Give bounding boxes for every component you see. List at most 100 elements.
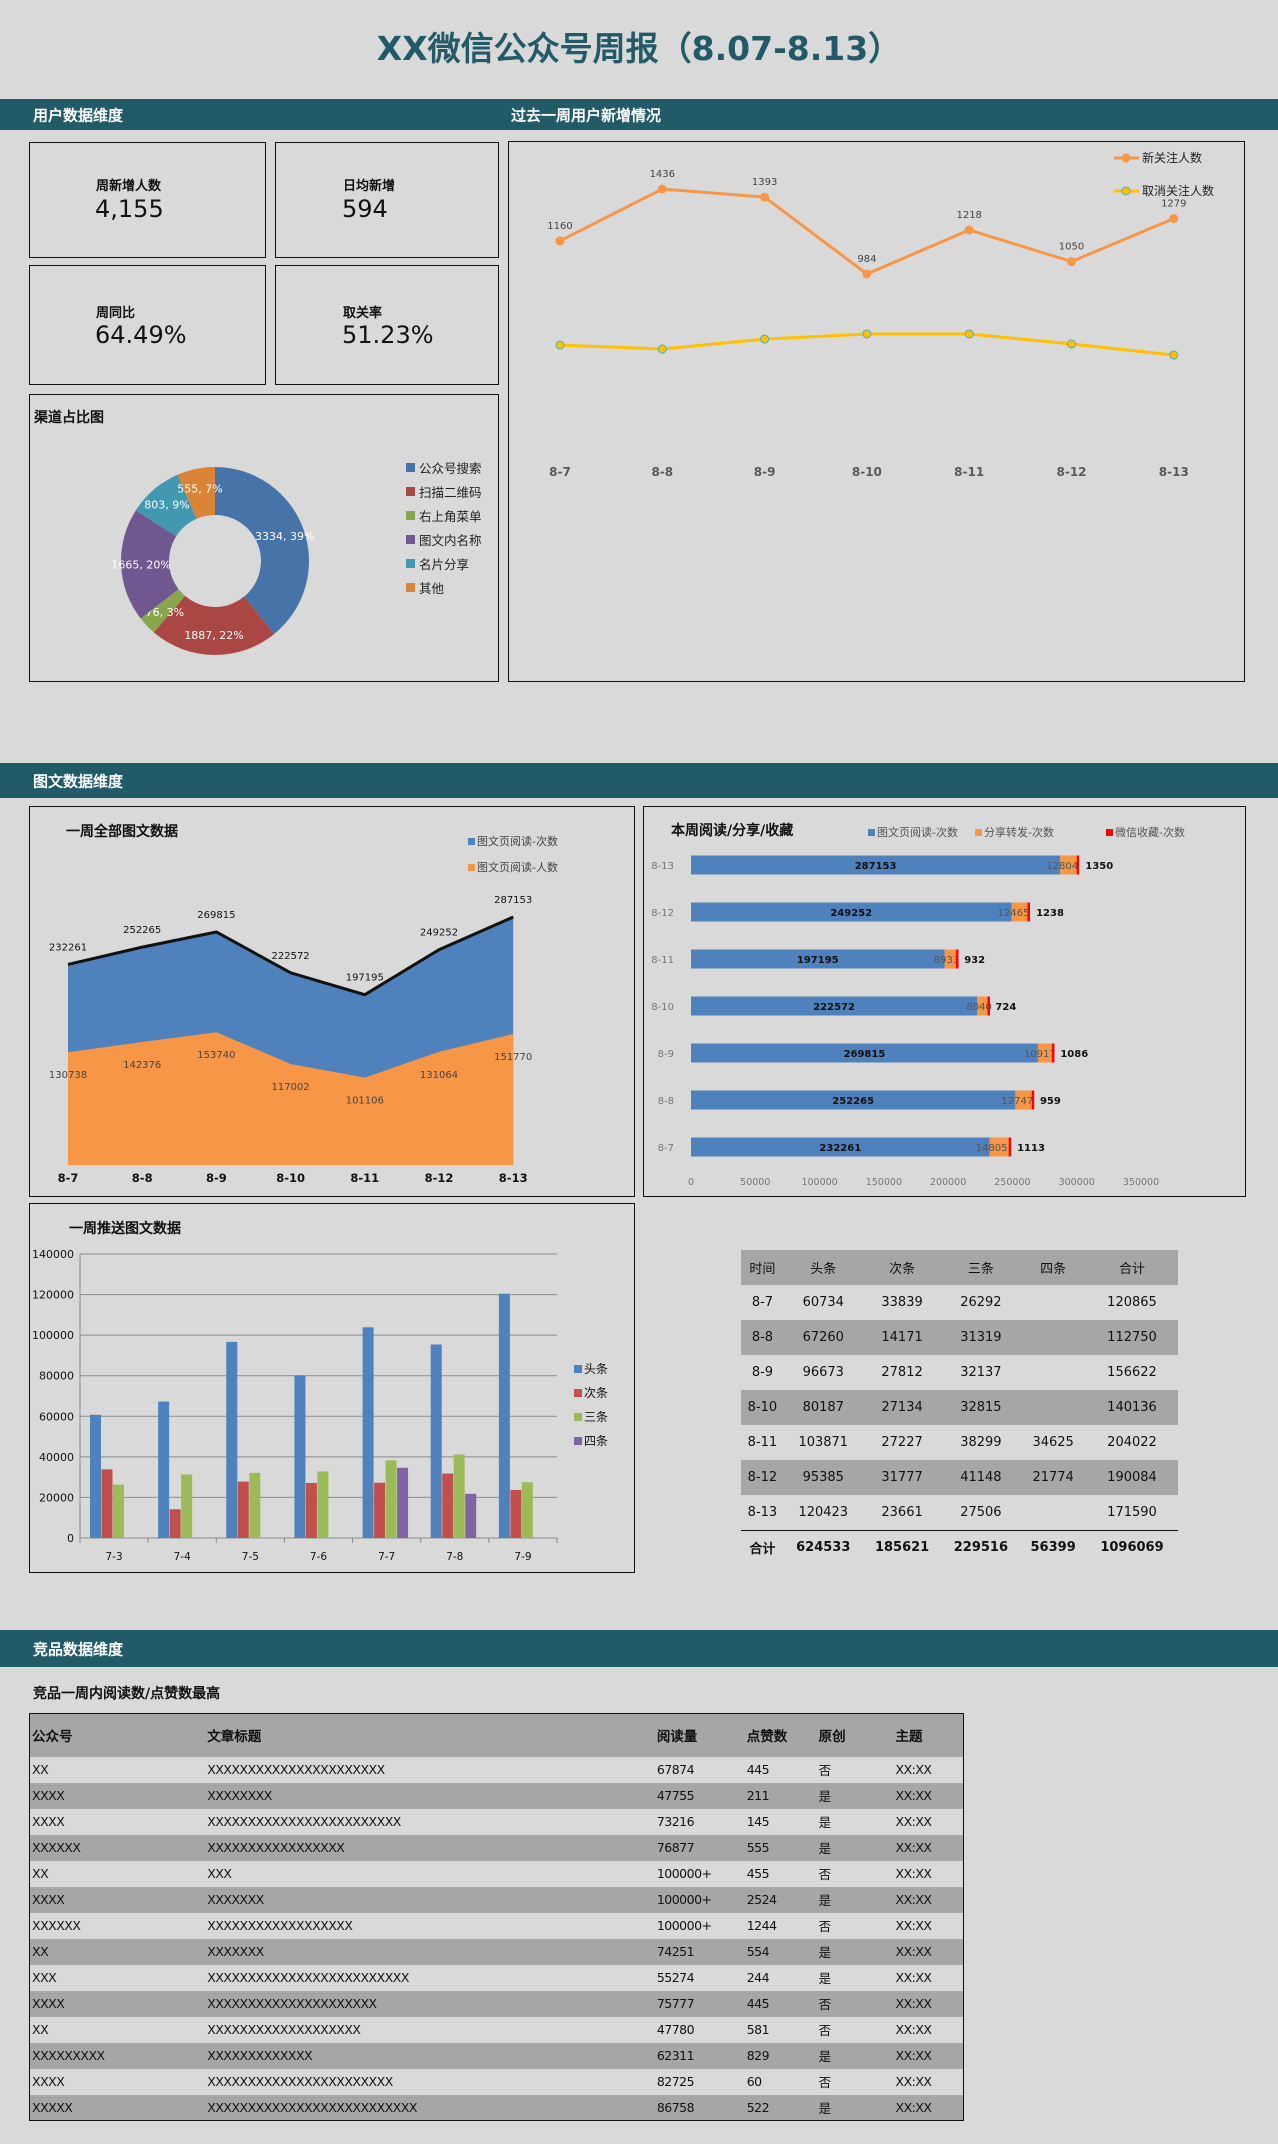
data-point xyxy=(555,340,565,350)
section-title-user: 用户数据维度 xyxy=(33,106,124,124)
table-cell: 23661 xyxy=(881,1504,923,1520)
data-label: 1279 xyxy=(1161,199,1186,210)
all-articles-panel: 一周全部图文数据 232261 252265 269815 222572 197195 2… xyxy=(29,806,635,1197)
table-cell: 100000+ xyxy=(654,1860,745,1887)
bar-segment-2 xyxy=(956,949,959,969)
table-cell xyxy=(1020,1390,1086,1425)
data-label: 8040 xyxy=(966,1002,991,1013)
table-cell: XX xyxy=(29,2016,206,2043)
column-bar-0 xyxy=(430,1344,442,1538)
bar-segment-0 xyxy=(691,902,1012,922)
donut-slice-5 xyxy=(177,467,215,519)
table-cell: 555 xyxy=(744,1834,817,1861)
legend-item: 扫描二维码 xyxy=(406,479,482,503)
table-row: 8-8 67260 14171 31319 112750 xyxy=(741,1320,1178,1355)
follow-trend-chart: 1160 1436 1393 984 1218 1050 1279 8-7 8-8 8-9 8-10… xyxy=(547,150,1214,479)
data-label: 12747 xyxy=(1001,1096,1033,1107)
table-cell: 32137 xyxy=(960,1365,1002,1380)
col-header-fourth: 四条 xyxy=(1020,1250,1086,1285)
x-tick-label: 0 xyxy=(688,1177,694,1188)
bar-segment-0 xyxy=(691,1137,990,1157)
legend-label: 取消关注人数 xyxy=(1142,183,1214,198)
data-point xyxy=(1067,339,1076,349)
legend-swatch xyxy=(574,1365,582,1373)
kpi-card-weekly-new: 周新增人数 4,155 xyxy=(29,142,266,258)
data-label: 249252 xyxy=(420,928,458,939)
table-row: XXXX XXXXXXXXXXXXXXXXXXXXXXX 82725 60 否 XX:XX xyxy=(29,2068,964,2095)
col-header-reads: 阅读量 xyxy=(654,1713,745,1757)
table-cell: 112750 xyxy=(1085,1320,1178,1355)
section-bar-article: 图文数据维度 xyxy=(0,763,1278,798)
table-cell: 829 xyxy=(744,2042,817,2069)
x-tick-label: 7-4 xyxy=(174,1551,191,1563)
table-cell: 190084 xyxy=(1085,1460,1178,1495)
legend-label: 图文内名称 xyxy=(419,532,482,548)
donut-slice-0 xyxy=(215,467,309,634)
y-tick-label: 80000 xyxy=(39,1370,74,1383)
legend-label: 其他 xyxy=(419,580,445,596)
legend-swatch xyxy=(406,462,415,472)
table-cell xyxy=(1020,1320,1086,1355)
data-label: 1218 xyxy=(956,210,981,221)
column-bar-1 xyxy=(510,1490,522,1538)
table-cell: XXXXXXXX xyxy=(205,1782,655,1809)
donut-slice-1 xyxy=(153,595,275,655)
data-label: 12804 xyxy=(1046,861,1078,872)
x-tick-label: 7-5 xyxy=(242,1551,259,1563)
table-cell: XXXXXX xyxy=(29,1834,206,1861)
legend-marker xyxy=(1121,186,1131,196)
table-cell: 41148 xyxy=(941,1460,1021,1495)
table-cell: 73216 xyxy=(654,1808,745,1835)
table-row: 8-13 120423 23661 27506 171590 xyxy=(741,1495,1178,1530)
bar-segment-1 xyxy=(989,1137,1009,1157)
y-tick-label: 140000 xyxy=(32,1248,74,1261)
bar-segment-2 xyxy=(1031,1090,1035,1110)
y-tick-label: 8-7 xyxy=(658,1143,674,1154)
col-header-topic: 主题 xyxy=(893,1713,964,1757)
data-point xyxy=(760,334,770,344)
push-articles-panel: 一周推送图文数据 0 20000 40000 60000 80000 100000 1200… xyxy=(29,1203,635,1573)
data-point xyxy=(862,269,872,279)
table-cell: XXXX xyxy=(29,1808,206,1835)
section-title-user-trend: 过去一周用户新增情况 xyxy=(511,106,662,124)
table-cell: 47755 xyxy=(654,1782,745,1809)
channel-donut-panel: 渠道占比图 3334, 39% 1887, 22% 276, 3% 1665, 20%… xyxy=(29,394,499,682)
table-cell: XXXX xyxy=(29,2068,206,2095)
table-cell: XX:XX xyxy=(893,1912,964,1939)
data-label: 269815 xyxy=(844,1049,886,1060)
table-cell: 67874 xyxy=(654,1756,745,1783)
col-header-second: 次条 xyxy=(862,1250,942,1285)
total-outline-line xyxy=(67,915,514,997)
table-cell: 8-11 xyxy=(747,1435,778,1450)
table-row: XX XXXXXXXXXXXXXXXXXXX 47780 581 否 XX:XX xyxy=(29,2016,964,2043)
col-header-total: 合计 xyxy=(1085,1250,1178,1285)
table-header-row: 时间 头条 次条 三条 四条 合计 xyxy=(741,1250,1178,1285)
table-cell: 否 xyxy=(816,1912,894,1939)
push-articles-column-chart: 0 20000 40000 60000 80000 100000 120000 140000 7… xyxy=(32,1248,608,1563)
column-bar-1 xyxy=(169,1509,181,1538)
legend-label: 图文页阅读-人数 xyxy=(477,860,558,874)
kpi-card-unfollow-rate: 取关率 51.23% xyxy=(275,265,499,385)
table-row: XXXX XXXXXXX 100000+ 2524 是 XX:XX xyxy=(29,1886,964,1913)
data-label: 10917 xyxy=(1024,1049,1056,1060)
x-tick-label: 7-6 xyxy=(310,1551,327,1563)
x-tick-label: 8-10 xyxy=(276,1171,305,1185)
table-cell: 75777 xyxy=(654,1990,745,2017)
table-cell xyxy=(1020,1495,1086,1530)
table-row: XX XXXXXXX 74251 554 是 XX:XX xyxy=(29,1938,964,1965)
table-cell: 1244 xyxy=(744,1912,817,1939)
chart-title: 一周全部图文数据 xyxy=(66,824,178,840)
table-cell: XXXX xyxy=(29,1990,206,2017)
data-label: 1393 xyxy=(752,177,777,188)
table-cell: 76877 xyxy=(654,1834,745,1861)
legend-label: 新关注人数 xyxy=(1142,150,1202,165)
table-cell: XXXXXXXXXXXXXXXXX xyxy=(205,1834,655,1861)
column-bar-2 xyxy=(181,1474,193,1538)
legend-swatch xyxy=(406,558,415,568)
table-row: XXX XXXXXXXXXXXXXXXXXXXXXXXXX 55274 244 是 XX:… xyxy=(29,1964,964,1991)
bar-segment-0 xyxy=(691,855,1061,875)
bar-segment-2 xyxy=(1027,902,1030,922)
table-cell: 31319 xyxy=(941,1320,1021,1355)
table-cell: 14171 xyxy=(862,1320,942,1355)
x-tick-label: 8-10 xyxy=(852,465,882,479)
